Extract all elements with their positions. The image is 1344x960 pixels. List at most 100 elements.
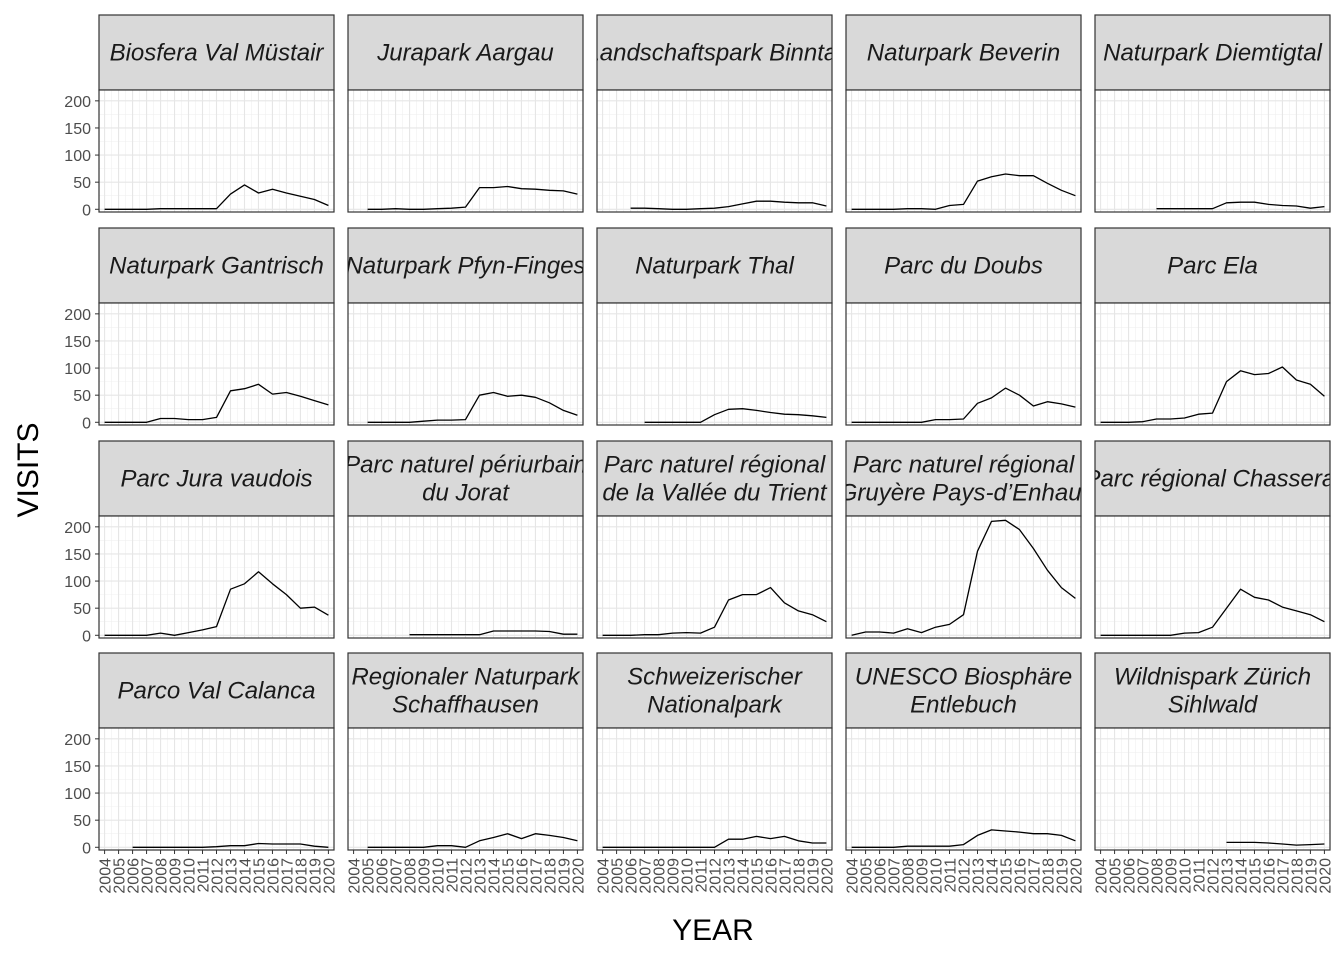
x-tick-label: 2011	[1192, 858, 1209, 893]
facet-title: Naturpark Gantrisch	[109, 253, 324, 280]
x-tick-label: 2013	[1220, 858, 1237, 894]
facet-title: Parc naturel régional	[604, 452, 826, 479]
x-tick-label: 2016	[1013, 858, 1030, 894]
x-tick-label: 2015	[1248, 858, 1265, 894]
panel-border	[98, 89, 335, 213]
x-tick-label: 2004	[98, 858, 115, 894]
series-line	[104, 383, 329, 423]
y-tick-label: 50	[73, 388, 91, 405]
x-tick-label: 2009	[666, 858, 683, 894]
x-tick-label: 2015	[501, 858, 518, 894]
facet-title: Schaffhausen	[392, 692, 539, 719]
x-tick-label: 2004	[347, 858, 364, 894]
series-line	[409, 630, 578, 636]
series-line	[851, 829, 1076, 848]
series-line	[1100, 366, 1325, 423]
panel-border	[347, 89, 584, 213]
facet-panel: Wildnispark ZürichSihlwald20042005200620…	[1094, 652, 1334, 894]
series-line	[1226, 841, 1325, 846]
facet-title: Biosfera Val Müstair	[110, 40, 325, 67]
series-line	[602, 586, 827, 636]
x-tick-label: 2014	[238, 858, 255, 894]
y-tick-label: 200	[64, 307, 91, 324]
y-axis-title: VISITS	[12, 422, 45, 517]
y-tick-label: 200	[64, 94, 91, 111]
x-tick-label: 2015	[252, 858, 269, 894]
y-tick-label: 100	[64, 361, 91, 378]
x-tick-label: 2018	[293, 858, 310, 894]
x-tick-label: 2006	[375, 858, 392, 894]
x-tick-label: 2018	[542, 858, 559, 894]
x-tick-label: 2004	[1094, 858, 1111, 894]
facet-panel: Parc Ela	[1094, 227, 1331, 426]
x-tick-label: 2013	[971, 858, 988, 894]
y-tick-label: 200	[64, 520, 91, 537]
facet-title: Parc régional Chasseral	[1084, 466, 1341, 493]
x-tick-label: 2015	[999, 858, 1016, 894]
panel-border	[1094, 89, 1331, 213]
series-line	[851, 519, 1076, 636]
facet-panel: Parc Jura vaudois 0 50 100 150 200	[64, 440, 335, 645]
facet-strip	[1094, 652, 1331, 729]
series-line	[644, 408, 827, 423]
x-tick-label: 2005	[610, 858, 627, 894]
facet-title: Naturpark Diemtigtal	[1103, 40, 1322, 67]
facet-title: Parc naturel périurbain	[344, 452, 587, 479]
facet-panel: Jurapark Aargau	[347, 14, 584, 213]
x-tick-label: 2005	[361, 858, 378, 894]
panel-border	[845, 89, 1082, 213]
x-tick-label: 2019	[1303, 858, 1320, 894]
facet-panel: Parco Val Calanca05010015020020042005200…	[64, 652, 338, 894]
facet-panel: Naturpark Pfyn-Finges	[347, 227, 584, 426]
x-tick-label: 2005	[859, 858, 876, 894]
facet-strip	[1094, 14, 1331, 91]
x-tick-label: 2014	[985, 858, 1002, 894]
panel-border	[98, 515, 335, 639]
x-tick-label: 2016	[1262, 858, 1279, 894]
x-tick-label: 2018	[791, 858, 808, 894]
x-tick-label: 2017	[777, 858, 794, 894]
panel-border	[347, 302, 584, 426]
facet-panel: Parc régional Chasseral	[1084, 440, 1341, 639]
facet-strip	[98, 652, 335, 729]
y-tick-label: 150	[64, 121, 91, 138]
facet-title: Parc Ela	[1167, 253, 1258, 280]
facet-title: Sihlwald	[1168, 692, 1258, 719]
facet-strip	[1094, 440, 1331, 517]
facet-title: Naturpark Beverin	[867, 40, 1060, 67]
facet-title: Nationalpark	[647, 692, 784, 719]
facet-title: Schweizerischer	[627, 664, 803, 691]
x-tick-label: 2008	[1150, 858, 1167, 894]
x-tick-label: 2012	[459, 858, 476, 894]
panel-border	[1094, 515, 1331, 639]
x-tick-label: 2019	[1054, 858, 1071, 894]
facet-title: Parc du Doubs	[884, 253, 1043, 280]
x-tick-label: 2004	[845, 858, 862, 894]
series-line	[132, 842, 329, 848]
x-tick-label: 2005	[112, 858, 129, 894]
x-tick-label: 2017	[528, 858, 545, 894]
facet-strip	[347, 227, 584, 304]
panel-border	[1094, 302, 1331, 426]
panel-border	[845, 302, 1082, 426]
facet-panel: Landschaftspark Binntal	[596, 14, 833, 213]
x-tick-label: 2011	[694, 858, 711, 893]
x-tick-label: 2014	[736, 858, 753, 894]
x-tick-label: 2015	[750, 858, 767, 894]
x-tick-label: 2006	[126, 858, 143, 894]
series-line	[851, 173, 1076, 210]
y-tick-label: 150	[64, 759, 91, 776]
x-tick-label: 2007	[1136, 858, 1153, 894]
series-line	[851, 387, 1076, 423]
facet-strip	[347, 652, 584, 729]
facet-strip	[596, 14, 833, 91]
facet-title: Regionaler Naturpark	[351, 664, 581, 691]
x-tick-label: 2008	[652, 858, 669, 894]
x-tick-label: 2018	[1289, 858, 1306, 894]
x-tick-label: 2007	[638, 858, 655, 894]
y-tick-label: 50	[73, 601, 91, 618]
